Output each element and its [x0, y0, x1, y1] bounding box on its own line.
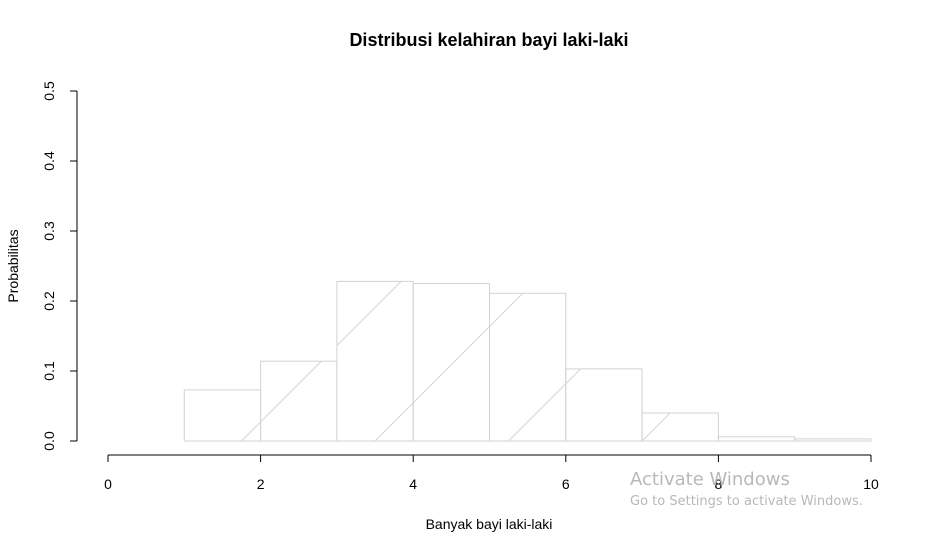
bar-hatch-line: [642, 200, 883, 441]
x-tick-label: 8: [715, 476, 723, 492]
bar-hatch-line: [642, 413, 671, 441]
x-tick-label: 0: [104, 476, 112, 492]
x-tick-label: 4: [409, 476, 417, 492]
y-tick-label: 0.0: [41, 431, 57, 451]
bar-hatch-line: [413, 325, 490, 404]
y-tick-label: 0.1: [41, 361, 57, 381]
chart-title: Distribusi kelahiran bayi laki-laki: [349, 30, 628, 50]
x-tick-label: 10: [863, 476, 879, 492]
bar-hatch-line: [642, 200, 883, 441]
bar-hatch-line: [642, 200, 883, 441]
bar-hatch-line: [336, 281, 402, 347]
bar-hatch-line: [489, 293, 524, 328]
histogram-bar: [641, 412, 719, 442]
bar-hatch-line: [508, 383, 566, 441]
y-tick-label: 0.2: [41, 291, 57, 311]
bar-hatch-line: [642, 200, 883, 441]
bar-hatch-line: [642, 200, 883, 441]
bar-hatch-line: [641, 440, 643, 441]
y-tick-label: 0.4: [41, 151, 57, 171]
x-tick-label: 2: [257, 476, 265, 492]
histogram-bar: [565, 368, 643, 442]
bar-hatch-line: [260, 361, 323, 423]
histogram-bar: [489, 292, 567, 442]
bar-hatch-line: [642, 200, 883, 441]
histogram-bar: [336, 280, 414, 442]
histogram-bar: [717, 436, 796, 442]
x-axis-label: Banyak bayi laki-laki: [426, 516, 553, 532]
histogram-bar: [412, 283, 491, 442]
y-tick-label: 0.3: [41, 221, 57, 241]
histogram-bar: [260, 360, 338, 442]
y-tick-label: 0.5: [41, 81, 57, 101]
histogram-bar: [794, 438, 872, 442]
x-tick-label: 6: [562, 476, 570, 492]
y-axis-label: Probabilitas: [5, 229, 21, 302]
bar-hatch-line: [642, 200, 883, 441]
